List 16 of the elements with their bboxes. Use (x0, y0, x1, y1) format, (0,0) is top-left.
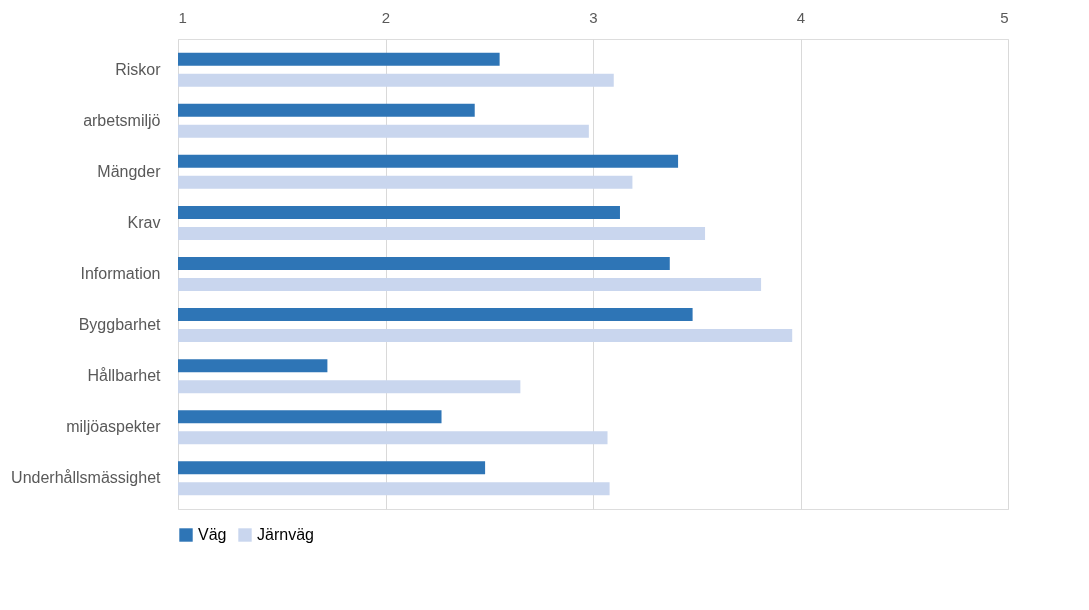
y-tick-label: arbetsmiljö (83, 111, 161, 129)
legend-label: Väg (198, 526, 227, 543)
y-tick-label: Information (80, 265, 161, 282)
x-tick-label: 3 (589, 8, 598, 26)
y-tick-label: Hållbarhet (87, 367, 162, 385)
y-tick-label: Riskor (115, 60, 162, 78)
legend-label: Järnväg (257, 526, 314, 543)
x-tick-label: 4 (796, 8, 806, 26)
y-tick-label: Byggbarhet (78, 316, 162, 334)
y-tick-label: Underhållsmässighet (11, 469, 162, 487)
y-tick-label: Mängder (97, 162, 162, 180)
y-tick-label: Krav (127, 213, 161, 231)
x-tick-label: 2 (381, 8, 391, 26)
y-tick-label: miljöaspekter (66, 418, 162, 436)
x-tick-label: 1 (178, 8, 187, 26)
x-tick-label: 5 (1000, 8, 1009, 26)
